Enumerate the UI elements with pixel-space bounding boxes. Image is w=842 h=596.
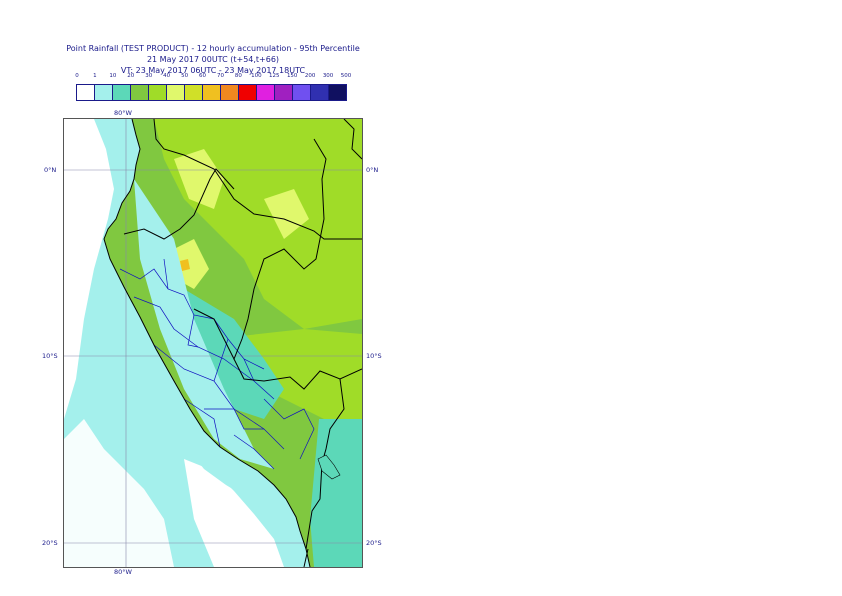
border-ecuador-peru [123,168,235,240]
legend-color-swatch [131,85,149,100]
title-line-2: 21 May 2017 00UTC (t+54,t+66) [146,55,280,64]
lake-titicaca [317,454,341,480]
legend-tick-label: 80 [234,73,242,79]
precip-peak [180,259,190,271]
legend-tick-label: 125 [269,73,280,79]
legend-tick-label: 1 [93,73,97,79]
legend-color-swatch [185,85,203,100]
legend-color-swatch [257,85,275,100]
coastline [103,118,311,568]
title-line-1: Point Rainfall (TEST PRODUCT) - 12 hourl… [66,44,360,53]
legend-tick-label: 60 [199,73,207,79]
sea-dry-area-coast [184,459,284,567]
legend-tick-label: 100 [251,73,262,79]
legend-color-swatch [203,85,221,100]
sea-precip-light [64,119,310,567]
legend-tick-label: 150 [286,73,298,79]
color-legend: 0 1 10 20 30 40 50 60 70 80 100 125 150 200 300 500 [75,73,351,101]
legend-tick-label: 20 [127,73,135,79]
lat-label-20s-left: 20°S [42,539,58,547]
legend-tick-label: 300 [322,73,334,79]
border-ecuador-colombia [153,118,362,240]
lat-label-10s-right: 10°S [366,352,382,360]
legend-color-swatch [77,85,95,100]
border-peru-colombia-brazil [193,138,327,361]
title-line-3: VT: 23 May 2017 06UTC - 23 May 2017 18UT… [120,66,306,75]
lat-label-10s-left: 10°S [42,352,58,360]
legend-color-swatch [239,85,257,100]
legend-color-swatch [149,85,167,100]
precip-zone-coastal-land [134,179,274,469]
legend-colorbar [76,84,347,101]
precip-zone-andes [182,289,284,419]
legend-color-swatch [275,85,293,100]
legend-color-swatch [167,85,185,100]
admin-borders [119,258,315,470]
coastal-precip-band [108,209,308,567]
border-peru-brazil [233,358,363,390]
lon-label-top: 80°W [114,109,132,117]
sea-dry-area-south [64,419,174,567]
legend-tick-label: 500 [340,73,352,79]
border-north-east [343,118,363,160]
legend-tick-label: 50 [181,73,189,79]
legend-color-swatch [293,85,311,100]
legend-color-swatch [95,85,113,100]
legend-color-swatch [113,85,131,100]
map-title: Point Rainfall (TEST PRODUCT) - 12 hourl… [48,43,378,76]
legend-tick-label: 30 [145,73,153,79]
legend-tick-label: 70 [216,73,224,79]
precip-zone-southeast [310,419,362,567]
legend-tick-label: 0 [75,73,79,79]
sea-dry-area [64,119,114,419]
border-chile [303,548,309,568]
legend-color-swatch [221,85,239,100]
lat-label-0n-left: 0°N [44,166,57,174]
lat-label-0n-right: 0°N [366,166,379,174]
graticule [64,119,362,567]
legend-tick-label: 10 [109,73,117,79]
legend-tick-label: 40 [163,73,171,79]
legend-ticks: 0 1 10 20 30 40 50 60 70 80 100 125 150 200 300 500 [75,73,351,83]
precip-high-north [174,149,224,209]
map-svg [64,118,363,568]
legend-tick-label: 200 [304,73,316,79]
lat-label-20s-right: 20°S [366,539,382,547]
legend-color-swatch [311,85,329,100]
lon-label-bottom: 80°W [114,568,132,576]
country-borders [103,118,363,568]
precip-high-ne [264,189,309,239]
rainfall-map: 80°W 80°W 0°N 0°N 10°S 10°S 20°S 20°S [42,109,382,576]
legend-color-swatch [329,85,346,100]
